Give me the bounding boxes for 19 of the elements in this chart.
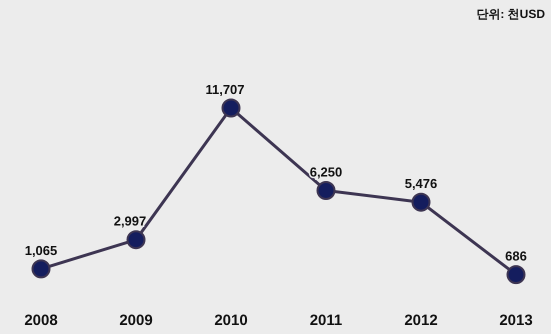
- x-tick-label: 2013: [499, 312, 533, 329]
- point: [222, 98, 240, 118]
- x-tick-label: 2009: [119, 312, 153, 329]
- text: 단위: 천USD: [476, 7, 546, 21]
- point: [32, 259, 50, 278]
- data-label: 1,065: [24, 242, 58, 258]
- x-tick-label: 2012: [404, 312, 438, 329]
- data-label: 11,707: [205, 82, 245, 97]
- point: [126, 230, 146, 250]
- x-tick-label: 2010: [214, 312, 248, 329]
- point: [316, 181, 336, 200]
- x-tick-label: 2011: [310, 312, 342, 329]
- data-label: 6,250: [310, 164, 342, 180]
- data-label: 686: [505, 248, 527, 264]
- data-label: 5,476: [404, 176, 438, 192]
- data-label: 2,997: [114, 214, 146, 229]
- x-tick-label: 2008: [24, 312, 58, 329]
- point: [412, 192, 430, 212]
- point: [506, 265, 526, 284]
